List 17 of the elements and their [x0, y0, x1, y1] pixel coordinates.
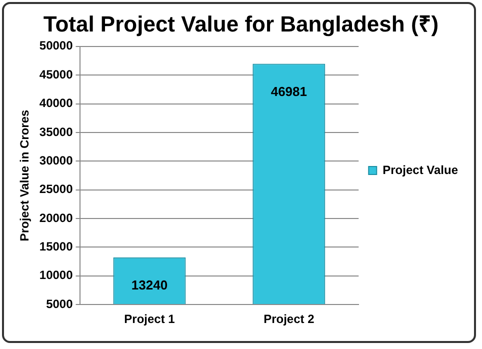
- y-tick-label: 25000: [39, 182, 74, 196]
- y-tick-label: 45000: [39, 67, 74, 82]
- data-label: 13240: [131, 277, 168, 292]
- y-tick-label: 40000: [39, 96, 74, 110]
- y-tick-label: 35000: [39, 124, 74, 139]
- x-tick-label: Project 2: [264, 312, 315, 326]
- y-tick-label: 10000: [39, 268, 74, 282]
- y-tick-label: 50000: [39, 38, 74, 53]
- y-tick-label: 30000: [39, 153, 74, 168]
- y-axis-title: Project Value in Crores: [18, 109, 32, 242]
- legend-label: Project Value: [382, 162, 458, 177]
- data-label: 46981: [270, 84, 307, 99]
- y-tick-label: 15000: [39, 240, 74, 254]
- y-tick-label: 5000: [46, 296, 74, 311]
- y-tick-label: 20000: [39, 210, 74, 225]
- chart-title: Total Project Value for Bangladesh (₹): [43, 11, 439, 36]
- x-tick-label: Project 1: [124, 312, 176, 326]
